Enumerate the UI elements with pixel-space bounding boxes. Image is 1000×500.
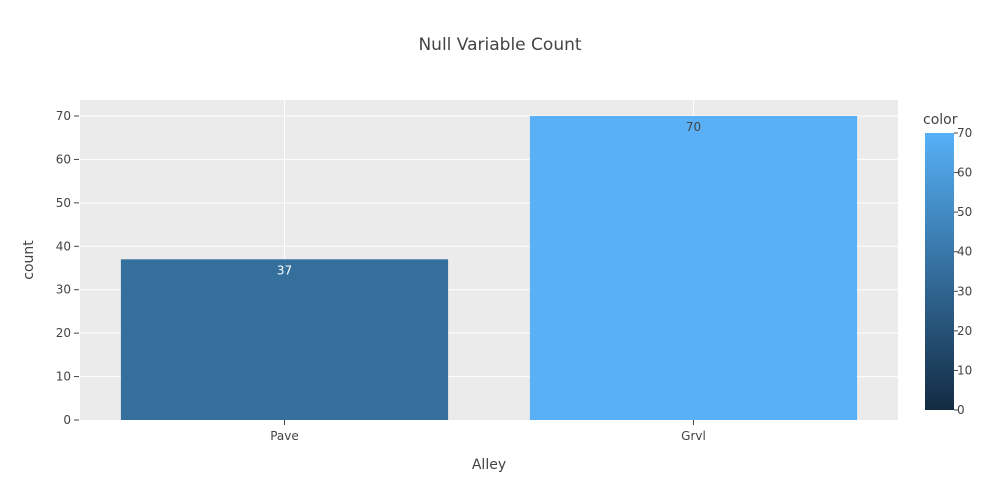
colorbar-tick-label: 20 <box>957 324 972 338</box>
y-tick-label: 70 <box>56 109 71 123</box>
colorbar-title: color <box>923 112 958 128</box>
colorbar-tick-label: 60 <box>957 166 972 180</box>
colorbar-tick-label: 50 <box>957 205 972 219</box>
colorbar-tick-label: 40 <box>957 245 972 259</box>
colorbar-tick-label: 70 <box>957 126 972 140</box>
colorbar-tick-label: 0 <box>957 403 965 417</box>
x-tick-label: Grvl <box>681 429 706 443</box>
x-tick-label: Pave <box>270 429 299 443</box>
colorbar: color 0 10 20 30 40 50 60 70 <box>923 112 972 417</box>
y-tick-label: 20 <box>56 326 71 340</box>
y-tick-label: 60 <box>56 152 71 166</box>
colorbar-gradient <box>925 133 954 410</box>
chart-title: Null Variable Count <box>418 35 581 55</box>
colorbar-tick-label: 10 <box>957 363 972 377</box>
bars <box>120 116 858 420</box>
x-axis: Pave Grvl <box>270 420 706 443</box>
y-tick-label: 50 <box>56 196 71 210</box>
x-axis-title: Alley <box>472 457 506 473</box>
bar-labels: 37 70 <box>277 120 701 277</box>
y-tick-label: 10 <box>56 370 71 384</box>
bar-grvl <box>529 116 858 420</box>
y-tick-label: 30 <box>56 283 71 297</box>
bar-pave <box>120 259 449 420</box>
y-tick-label: 0 <box>63 413 71 427</box>
bar-value-label: 70 <box>686 120 701 134</box>
y-tick-label: 40 <box>56 239 71 253</box>
y-axis: 0 10 20 30 40 50 60 70 <box>56 109 79 427</box>
y-axis-title: count <box>21 240 37 280</box>
colorbar-tick-label: 30 <box>957 284 972 298</box>
bar-value-label: 37 <box>277 263 292 277</box>
